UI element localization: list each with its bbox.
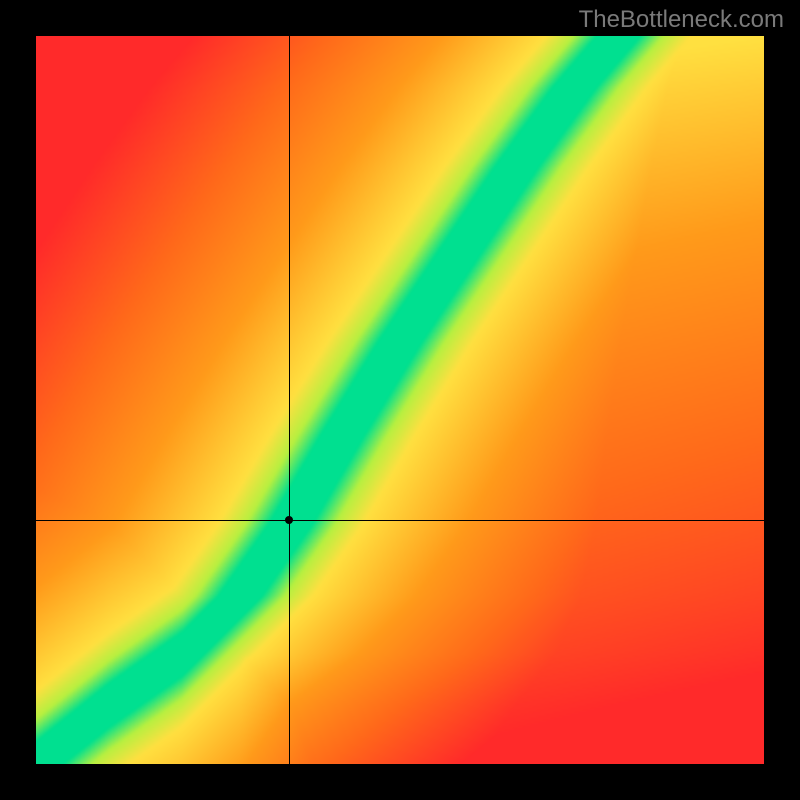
- crosshair-marker: [285, 516, 293, 524]
- plot-area: [36, 36, 764, 764]
- crosshair-vertical: [289, 36, 290, 764]
- crosshair-horizontal: [36, 520, 764, 521]
- watermark-text: TheBottleneck.com: [579, 6, 784, 34]
- heatmap-canvas: [36, 36, 764, 764]
- chart-container: TheBottleneck.com: [0, 0, 800, 800]
